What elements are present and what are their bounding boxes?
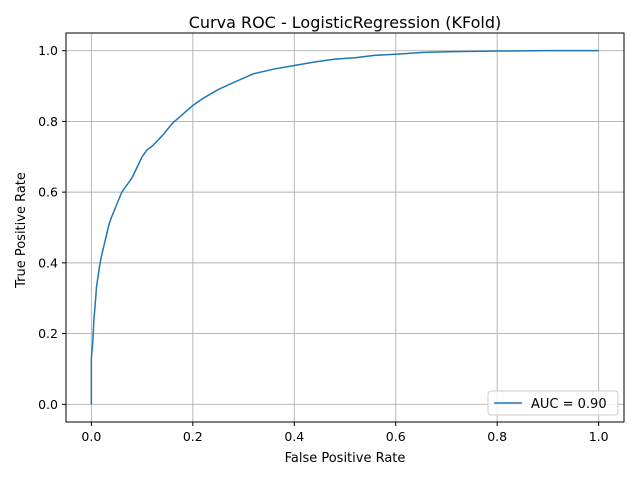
plot-area-frame xyxy=(65,32,625,423)
y-axis-label: True Positive Rate xyxy=(14,172,29,289)
y-tick-label: 1.0 xyxy=(38,43,58,58)
legend-entry-label: AUC = 0.90 xyxy=(531,397,607,412)
ticks: 0.0 0.2 0.4 0.6 0.8 1.0 0.0 0.2 0.4 0.6 0.8 1.0 xyxy=(38,43,609,444)
x-tick-label: 0.6 xyxy=(386,429,406,444)
chart-title: Curva ROC - LogisticRegression (KFold) xyxy=(189,13,502,32)
x-tick-label: 0.0 xyxy=(81,429,101,444)
series-group xyxy=(90,49,599,405)
legend: AUC = 0.90 xyxy=(487,390,619,416)
legend-box xyxy=(487,390,619,416)
y-tick-label: 0.8 xyxy=(38,114,58,129)
x-axis-label: False Positive Rate xyxy=(285,451,406,466)
x-tick-label: 0.4 xyxy=(284,429,304,444)
x-tick-label: 0.2 xyxy=(183,429,203,444)
y-tick-label: 0.2 xyxy=(38,326,58,341)
x-tick-label: 0.8 xyxy=(487,429,507,444)
roc-curve-line xyxy=(90,49,599,405)
grid xyxy=(66,33,624,422)
x-tick-label: 1.0 xyxy=(589,429,609,444)
y-tick-label: 0.6 xyxy=(38,185,58,200)
y-tick-label: 0.4 xyxy=(38,255,58,270)
y-tick-label: 0.0 xyxy=(38,397,58,412)
